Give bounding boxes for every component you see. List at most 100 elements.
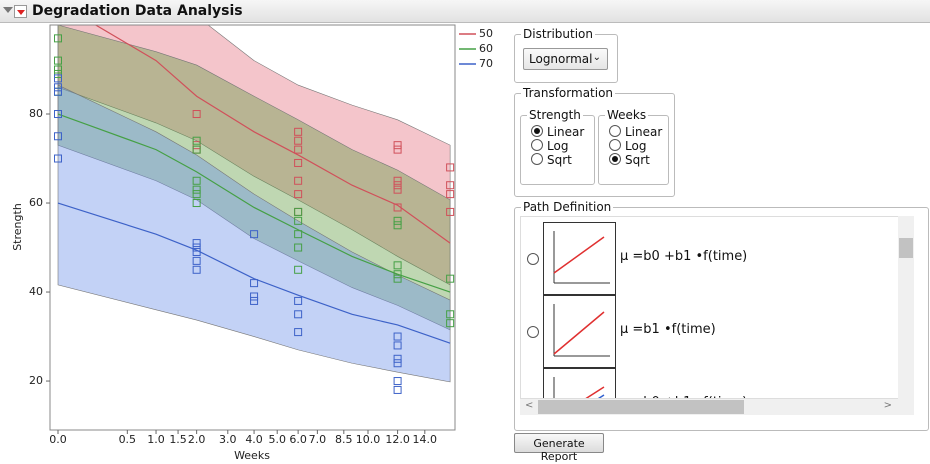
radio-option[interactable]: Log <box>609 139 646 153</box>
dropdown[interactable]: Lognormal ⌄ <box>523 48 608 70</box>
model-formula: μ =b1 •f(time) <box>620 322 716 337</box>
data-point <box>393 270 402 279</box>
fit-line <box>94 25 451 244</box>
data-point <box>192 256 201 265</box>
data-point <box>294 243 303 252</box>
option-label: Linear <box>625 125 663 139</box>
data-point <box>294 136 303 145</box>
data-point <box>446 319 455 328</box>
chart: Strength Weeks 20 40 60 80 0.0 0.5 1.0 1.5 2.0 3.… <box>11 24 493 462</box>
group-label: Weeks <box>605 108 649 122</box>
x-tick-label: 8.5 <box>335 433 353 446</box>
data-point <box>294 190 303 199</box>
radio-option[interactable]: Linear <box>531 125 584 139</box>
data-point <box>446 310 455 319</box>
data-point <box>393 341 402 350</box>
x-tick-label: 14.0 <box>413 433 438 446</box>
dropdown-value: Lognormal <box>529 52 593 66</box>
radio-button[interactable] <box>531 153 543 165</box>
data-point <box>192 190 201 199</box>
radio-button[interactable] <box>531 139 543 151</box>
data-point <box>250 292 259 301</box>
option-label: Sqrt <box>547 153 572 167</box>
x-tick-label: 1.5 <box>169 433 187 446</box>
data-point <box>294 216 303 225</box>
radio-button[interactable] <box>527 253 539 265</box>
data-point <box>192 247 201 256</box>
model-formula: μ =b0 +b1 •f(time) <box>620 395 747 398</box>
generate-report-button[interactable]: Generate Report <box>514 433 604 463</box>
collapse-icon[interactable] <box>3 7 13 13</box>
x-tick-label: 6.0 <box>289 433 307 446</box>
x-tick-label: 12.0 <box>385 433 410 446</box>
data-point <box>393 221 402 230</box>
radio-button[interactable] <box>609 125 621 137</box>
data-point <box>250 296 259 305</box>
data-point <box>393 145 402 154</box>
data-point <box>54 65 62 74</box>
data-point <box>294 296 303 305</box>
vertical-scrollbar[interactable] <box>898 216 914 399</box>
data-point <box>393 216 402 225</box>
data-point <box>54 132 62 141</box>
model-list: μ =b0 +b1 •f(time) μ =b1 •f(time) μ =b0 +b… <box>520 216 914 399</box>
data-point <box>192 141 201 150</box>
strength-group: Strength Linear Log Sqrt <box>520 108 595 185</box>
radio-button[interactable] <box>609 139 621 151</box>
data-point <box>192 199 201 208</box>
data-point <box>446 181 455 190</box>
data-point <box>393 385 402 394</box>
data-point <box>192 176 201 185</box>
header-bar: Degradation Data Analysis <box>0 0 930 23</box>
x-tick-label: 4.0 <box>245 433 263 446</box>
option-label: Sqrt <box>625 153 650 167</box>
radio-button[interactable] <box>527 326 539 338</box>
path-definition-group: Path Definition μ =b0 +b1 •f(time) μ =b1 … <box>514 200 929 431</box>
data-point <box>250 230 259 239</box>
model-thumbnail <box>543 295 616 368</box>
data-point <box>192 110 201 119</box>
data-point <box>393 261 402 270</box>
y-tick-label: 60 <box>29 196 43 209</box>
data-point <box>393 274 402 283</box>
data-point <box>192 185 201 194</box>
data-point <box>393 181 402 190</box>
data-point <box>54 87 62 96</box>
data-point <box>250 279 259 288</box>
menu-button[interactable] <box>14 5 27 18</box>
x-axis-label: Weeks <box>234 449 270 462</box>
radio-option[interactable]: Sqrt <box>609 153 650 167</box>
radio-option[interactable]: Log <box>531 139 568 153</box>
horizontal-scrollbar[interactable]: < > <box>520 399 914 415</box>
radio-button[interactable] <box>609 153 621 165</box>
data-point <box>294 230 303 239</box>
data-point <box>393 185 402 194</box>
title: Degradation Data Analysis <box>32 3 243 19</box>
weeks-group: Weeks Linear Log Sqrt <box>598 108 669 185</box>
model-formula: μ =b0 +b1 •f(time) <box>620 249 748 264</box>
data-point <box>294 207 303 216</box>
y-tick-label: 40 <box>29 285 43 298</box>
data-point <box>294 176 303 185</box>
radio-option[interactable]: Sqrt <box>531 153 572 167</box>
thumbnail-plot <box>553 231 610 284</box>
transformation-group: Transformation Strength Linear Log Sqrt We… <box>514 86 675 197</box>
x-tick-label: 2.0 <box>188 433 206 446</box>
x-tick-label: 5.0 <box>268 433 286 446</box>
data-point <box>192 145 201 154</box>
radio-button[interactable] <box>531 125 543 137</box>
legend-label: 60 <box>479 42 493 55</box>
option-label: Log <box>625 139 647 153</box>
data-point <box>446 163 455 172</box>
thumbnail-plot <box>553 304 610 357</box>
data-point <box>294 145 303 154</box>
data-point <box>393 141 402 150</box>
radio-option[interactable]: Linear <box>609 125 662 139</box>
data-point <box>294 127 303 136</box>
group-label: Strength <box>527 108 583 122</box>
data-point <box>192 243 201 252</box>
data-point <box>192 265 201 274</box>
y-tick-label: 80 <box>29 107 43 120</box>
fit-line <box>57 113 451 293</box>
